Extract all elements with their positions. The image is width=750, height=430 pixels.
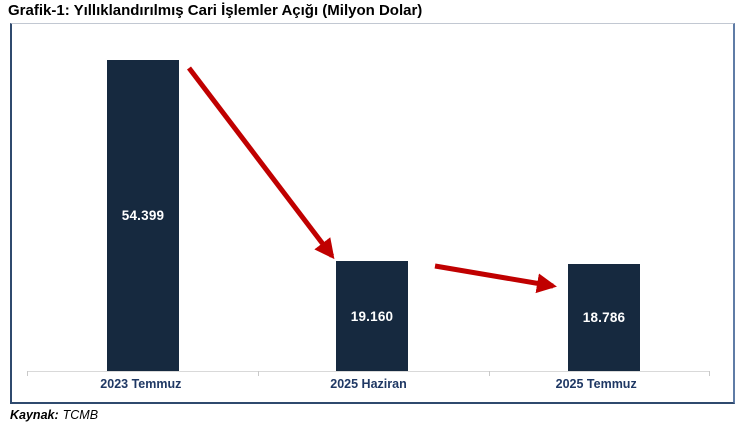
chart-plot-area: 54.399 19.160 18.786 2023 Temmuz 202: [10, 23, 735, 404]
decline-arrow-2: [434, 263, 557, 294]
axis-tick: [709, 371, 710, 376]
bar-value-label: 19.160: [350, 308, 394, 324]
axis-tick: [27, 371, 28, 376]
axis-tick: [258, 371, 259, 376]
chart-title: Grafik-1: Yıllıklandırılmış Cari İşlemle…: [8, 2, 423, 19]
x-axis-label-2025-haziran: 2025 Haziran: [330, 377, 407, 391]
x-axis-label-2023-temmuz: 2023 Temmuz: [100, 377, 182, 391]
bar-value-label: 18.786: [582, 310, 626, 325]
source-note-value: TCMB: [62, 408, 99, 422]
x-axis-labels: 2023 Temmuz 2025 Haziran 2025 Temmuz: [27, 377, 710, 391]
axis-tick: [489, 371, 490, 376]
bar-2025-haziran: 19.160: [336, 261, 408, 371]
bar-value-label: 54.399: [121, 208, 165, 223]
bar-2023-temmuz: 54.399: [107, 60, 179, 371]
source-note-label: Kaynak:: [10, 408, 59, 422]
x-axis-line: [27, 371, 710, 372]
x-axis-label-2025-temmuz: 2025 Temmuz: [555, 377, 637, 391]
bar-2025-temmuz: 18.786: [568, 264, 640, 371]
source-note: Kaynak: TCMB: [10, 408, 98, 422]
decline-arrow-1: [187, 66, 335, 260]
